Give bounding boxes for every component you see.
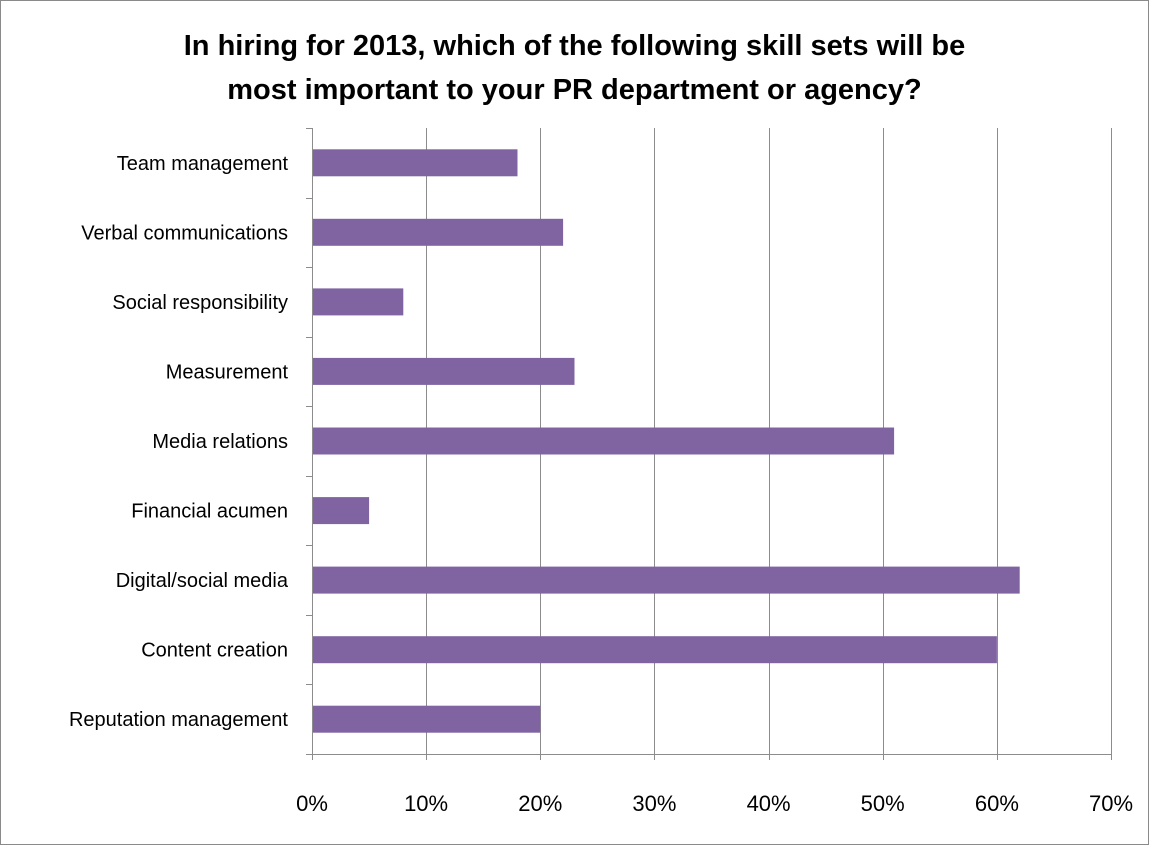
bar xyxy=(312,357,575,385)
category-label: Digital/social media xyxy=(116,570,289,592)
x-tick-label: 20% xyxy=(518,791,562,816)
bar xyxy=(312,149,518,177)
bar xyxy=(312,636,997,664)
chart-title-line-1: In hiring for 2013, which of the followi… xyxy=(183,30,966,62)
axes xyxy=(306,128,1112,760)
x-tick-label: 40% xyxy=(747,791,791,816)
bar xyxy=(312,427,895,455)
category-label: Measurement xyxy=(166,361,289,383)
x-tick-label: 60% xyxy=(975,791,1019,816)
x-tick-label: 50% xyxy=(861,791,905,816)
labels: Team management Verbal communications Soci… xyxy=(69,153,1133,816)
chart-title-line-2: most important to your PR department or … xyxy=(227,74,922,106)
bars xyxy=(312,149,1020,733)
x-tick-label: 0% xyxy=(296,791,328,816)
category-label: Content creation xyxy=(141,640,288,662)
category-label: Verbal communications xyxy=(81,222,288,244)
chart-title: In hiring for 2013, which of the followi… xyxy=(0,24,1149,112)
bar xyxy=(312,705,541,733)
bar xyxy=(312,288,404,316)
category-label: Financial acumen xyxy=(131,501,288,523)
category-label: Reputation management xyxy=(69,709,288,731)
x-tick-label: 10% xyxy=(404,791,448,816)
category-label: Team management xyxy=(117,153,289,175)
bar xyxy=(312,218,564,246)
bar xyxy=(312,566,1020,594)
bar xyxy=(312,497,370,525)
x-tick-label: 70% xyxy=(1089,791,1133,816)
category-label: Media relations xyxy=(152,431,288,453)
x-tick-label: 30% xyxy=(632,791,676,816)
category-label: Social responsibility xyxy=(112,292,288,314)
